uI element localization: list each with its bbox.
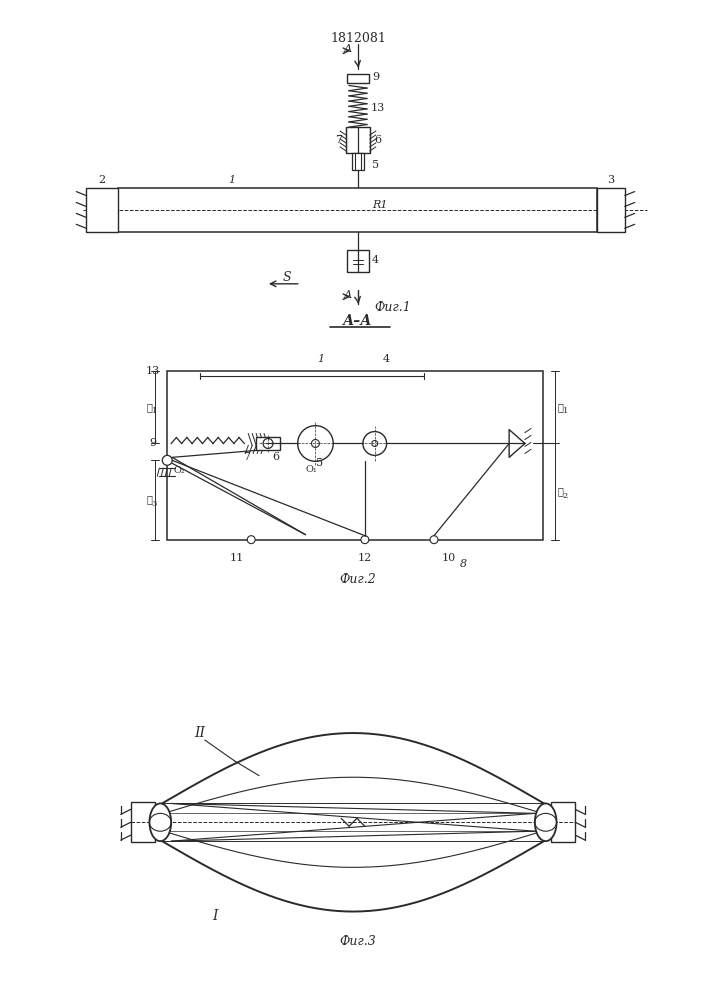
Text: 13: 13: [370, 103, 385, 113]
Bar: [352, 153, 364, 170]
Text: II: II: [194, 726, 205, 740]
Text: 1: 1: [317, 354, 324, 364]
Circle shape: [163, 455, 173, 465]
Text: 10: 10: [442, 553, 456, 563]
Bar: [86, 188, 118, 232]
Text: 1812081: 1812081: [330, 32, 386, 45]
Bar: [168, 371, 543, 540]
Circle shape: [363, 432, 387, 455]
Text: 5: 5: [316, 458, 323, 468]
Text: А: А: [344, 44, 352, 54]
Text: 9: 9: [372, 72, 379, 82]
Circle shape: [247, 536, 255, 544]
Text: 3: 3: [152, 500, 157, 508]
Text: Фиг.1: Фиг.1: [374, 301, 411, 314]
Circle shape: [430, 536, 438, 544]
Text: R1: R1: [372, 200, 387, 210]
Text: 7: 7: [334, 135, 341, 145]
Text: 6: 6: [374, 135, 381, 145]
Circle shape: [361, 536, 369, 544]
Bar: [347, 250, 369, 272]
Text: 8: 8: [460, 559, 467, 569]
Bar: [118, 188, 597, 232]
Text: А–А: А–А: [343, 314, 373, 328]
Text: ℓ: ℓ: [558, 487, 563, 496]
Text: 4: 4: [383, 354, 390, 364]
Text: 3: 3: [607, 175, 614, 185]
Text: Фиг.3: Фиг.3: [339, 935, 376, 948]
Bar: [347, 74, 369, 83]
Text: 5: 5: [372, 160, 379, 170]
Text: ℓ: ℓ: [146, 495, 153, 504]
Circle shape: [298, 426, 333, 461]
Ellipse shape: [149, 803, 171, 841]
Bar: [256, 437, 280, 450]
Text: 13: 13: [145, 366, 160, 376]
Ellipse shape: [534, 803, 556, 841]
Text: 2: 2: [563, 492, 568, 500]
Text: 2: 2: [98, 175, 105, 185]
Text: Фиг.2: Фиг.2: [339, 573, 376, 586]
Bar: [551, 802, 575, 842]
Text: А: А: [344, 290, 352, 300]
Text: 7: 7: [243, 452, 250, 462]
Text: 9: 9: [149, 438, 156, 448]
Text: 12: 12: [358, 553, 372, 563]
Text: 6: 6: [272, 452, 279, 462]
Text: ℓ: ℓ: [146, 403, 153, 412]
Text: S: S: [283, 271, 291, 284]
Text: ℓ: ℓ: [558, 403, 563, 412]
Circle shape: [372, 440, 378, 446]
Text: 1: 1: [152, 407, 157, 415]
Text: 1: 1: [563, 407, 568, 415]
Text: O₁: O₁: [305, 465, 317, 474]
Bar: [597, 188, 625, 232]
Bar: [346, 127, 370, 153]
Text: I: I: [212, 910, 218, 924]
Text: 11: 11: [229, 553, 243, 563]
Text: 4: 4: [372, 255, 379, 265]
Text: O₂: O₂: [173, 466, 185, 475]
Bar: [131, 802, 156, 842]
Text: 1: 1: [228, 175, 235, 185]
Circle shape: [312, 440, 320, 447]
